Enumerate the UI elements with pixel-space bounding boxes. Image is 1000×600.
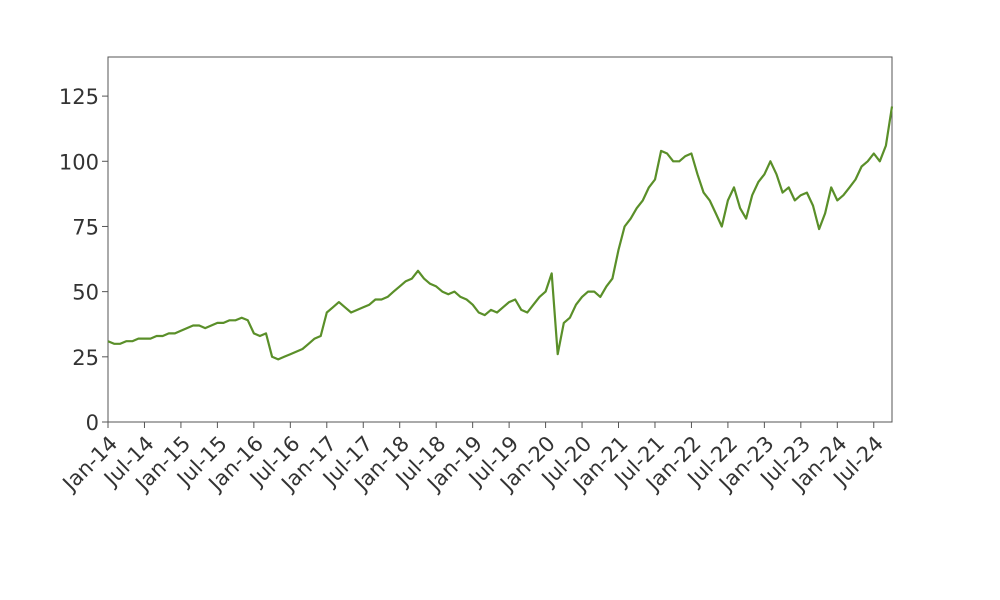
y-tick-label: 75 xyxy=(72,215,99,239)
y-tick-label: 100 xyxy=(59,150,99,174)
y-tick-label: 25 xyxy=(72,346,99,370)
y-tick-label: 0 xyxy=(86,411,99,435)
plot-frame xyxy=(107,56,893,423)
y-tick-label: 50 xyxy=(72,281,99,305)
y-tick-label: 125 xyxy=(59,85,99,109)
line-series xyxy=(107,106,894,361)
